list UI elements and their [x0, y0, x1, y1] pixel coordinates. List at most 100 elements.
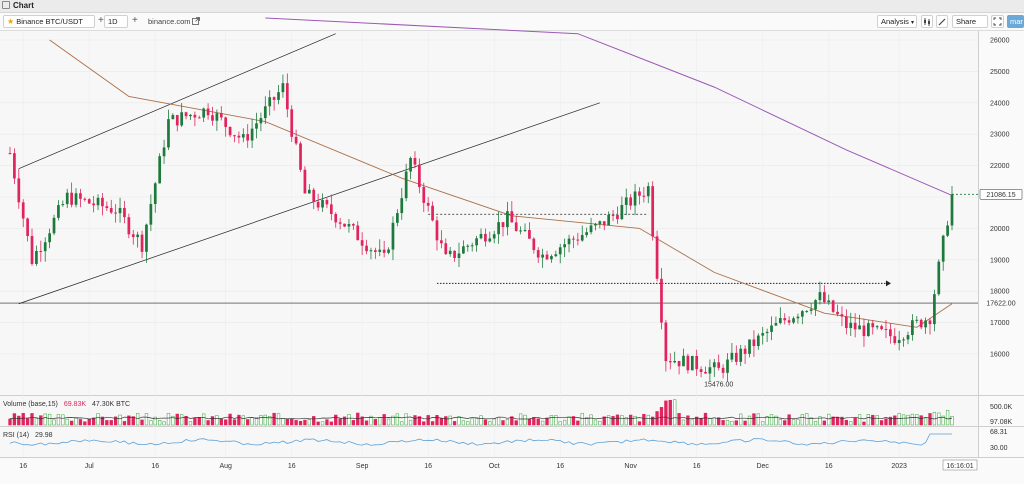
volume-bar: [391, 415, 395, 426]
volume-bar: [615, 414, 620, 426]
candle-body: [158, 156, 162, 184]
volume-bar: [30, 413, 34, 426]
interval-label: 1D: [108, 17, 118, 26]
volume-bar: [567, 416, 571, 426]
candle-body: [748, 339, 751, 354]
star-icon[interactable]: ★: [7, 17, 15, 26]
volume-bar: [312, 416, 316, 426]
volume-bar: [74, 417, 78, 426]
volume-bar: [224, 419, 228, 426]
volume-bar: [197, 417, 201, 426]
volume-bar: [910, 413, 915, 426]
volume-bar: [342, 416, 347, 426]
candle-body: [576, 239, 580, 241]
volume-bar: [294, 420, 298, 426]
volume-bar: [25, 418, 30, 426]
volume-bar: [602, 416, 606, 426]
chart-window-icon: [2, 1, 10, 9]
candle-body: [325, 200, 329, 205]
candle-body: [140, 234, 144, 252]
volume-bar: [188, 421, 193, 426]
volume-bar: [78, 419, 83, 426]
candle-body: [558, 247, 562, 255]
candle-body: [338, 222, 342, 224]
candle-body: [950, 194, 954, 226]
price-tick-label: 23000: [990, 132, 1010, 139]
volume-bar: [835, 416, 840, 426]
candle-body: [79, 193, 82, 199]
share-button[interactable]: Share: [952, 15, 988, 28]
volume-bar: [747, 415, 752, 426]
candle-body: [734, 352, 738, 362]
time-axis-panel[interactable]: [0, 458, 1024, 484]
volume-bar: [408, 419, 413, 426]
candle-body: [862, 325, 866, 337]
candle-body: [598, 221, 602, 224]
volume-bar: [470, 418, 474, 426]
candle-body: [87, 199, 91, 204]
rsi-pane[interactable]: [0, 427, 978, 457]
current-price-label: 21086.15: [986, 192, 1015, 199]
candle-body: [686, 355, 690, 371]
volume-bar: [426, 415, 430, 426]
time-axis-ticks: 16 Jul 16 Aug 16 Sep 16 Oct 16 Nov 16 Dec 16 2023: [19, 463, 907, 470]
price-tick-label: 19000: [990, 257, 1010, 264]
candle-body: [109, 208, 113, 213]
low-price-label: 15476.00: [704, 381, 733, 388]
volume-bar: [739, 413, 743, 426]
candle-body: [704, 371, 707, 374]
channel-line-upper: [18, 33, 336, 170]
volume-bar: [906, 414, 910, 426]
candle-body: [378, 249, 382, 252]
volume-bar: [945, 409, 950, 426]
volume-bar: [144, 413, 149, 426]
volume-bar: [752, 413, 756, 426]
volume-bar: [422, 421, 426, 426]
volume-bar: [901, 414, 906, 426]
add-symbol-icon[interactable]: +: [98, 15, 104, 26]
analysis-button[interactable]: Analysis ▾: [877, 15, 917, 28]
volume-bar: [761, 421, 765, 426]
interval-selector[interactable]: 1D: [104, 15, 128, 28]
volume-bar: [298, 420, 303, 426]
price-tick-label: 22000: [990, 163, 1010, 170]
external-link-icon[interactable]: [192, 17, 200, 25]
candle-body: [65, 192, 69, 205]
source-link[interactable]: binance.com: [148, 17, 191, 26]
volume-bar: [637, 421, 642, 426]
time-tick-label: 16: [556, 463, 564, 470]
candle-body: [554, 254, 558, 257]
price-axis-panel[interactable]: [979, 31, 1024, 457]
volume-bar: [791, 419, 796, 426]
volume-bar: [778, 419, 782, 426]
horizontal-level-label: 17622.00: [986, 301, 1015, 308]
share-label: Share: [956, 17, 977, 26]
volume-bar: [774, 415, 778, 426]
volume-bar: [316, 421, 320, 426]
candle-body: [365, 245, 368, 252]
price-pane[interactable]: [0, 31, 978, 395]
candle-body: [831, 300, 835, 312]
candle-type-button[interactable]: [921, 15, 933, 28]
volume-bar: [259, 415, 263, 426]
candle-body: [409, 157, 412, 172]
candle-body: [30, 235, 34, 264]
volume-bar: [87, 418, 91, 426]
symbol-selector[interactable]: ★ Binance BTC/USDT: [3, 15, 95, 28]
candle-body: [651, 186, 655, 237]
volume-bar: [562, 419, 567, 426]
volume-bar: [677, 413, 681, 426]
fullscreen-button[interactable]: [991, 15, 1004, 28]
candle-body: [224, 117, 228, 127]
volume-bar: [113, 416, 118, 426]
volume-bar: [937, 412, 941, 426]
candle-body: [664, 322, 668, 362]
price-tick-label: 17000: [990, 320, 1010, 327]
volume-bar: [668, 399, 672, 426]
draw-tool-button[interactable]: [936, 15, 948, 28]
candle-body: [906, 335, 910, 340]
add-indicator-icon[interactable]: +: [132, 15, 138, 26]
volume-bar: [281, 418, 285, 426]
candle-body: [726, 359, 729, 373]
